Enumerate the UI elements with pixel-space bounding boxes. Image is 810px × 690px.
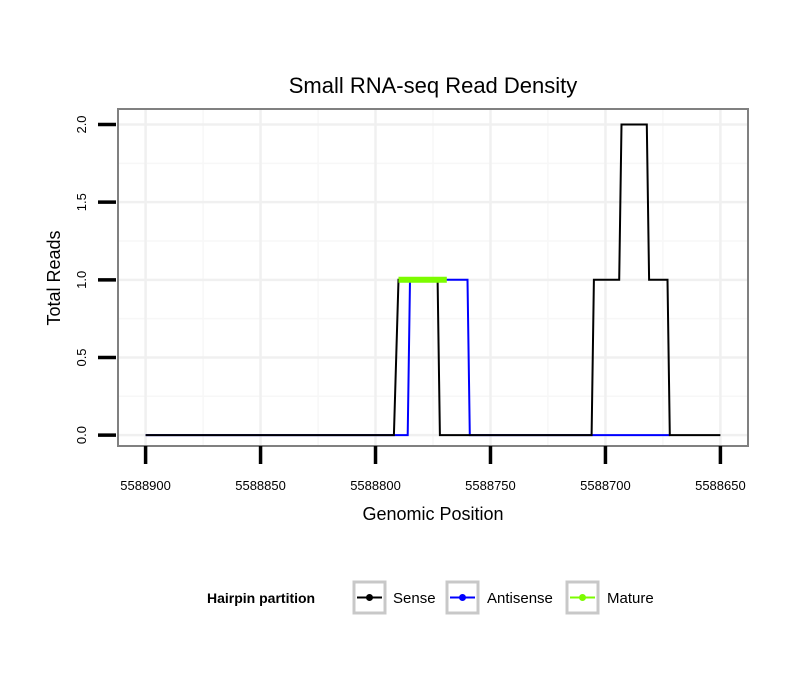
- x-tick-label: 5588800: [350, 478, 401, 493]
- y-tick-label: 1.5: [74, 193, 89, 211]
- legend: Hairpin partition Sense Antisense Mature: [207, 580, 654, 615]
- x-tick-label: 5588700: [580, 478, 631, 493]
- x-axis-ticks: 5588900 5588850 5588800 5588750 5588700 55886…: [120, 446, 746, 493]
- legend-label: Sense: [393, 590, 436, 607]
- legend-item-mature: Mature: [565, 580, 654, 615]
- chart-title: Small RNA-seq Read Density: [289, 73, 578, 98]
- legend-key-point: [459, 594, 466, 601]
- y-axis-ticks: 0.0 0.5 1.0 1.5 2.0: [74, 115, 116, 444]
- y-tick-label: 1.0: [74, 271, 89, 289]
- x-tick-label: 5588750: [465, 478, 516, 493]
- y-tick-label: 2.0: [74, 115, 89, 133]
- y-tick-label: 0.5: [74, 348, 89, 366]
- legend-items: Sense Antisense Mature: [352, 580, 654, 615]
- legend-title: Hairpin partition: [207, 590, 315, 606]
- legend-label: Mature: [607, 590, 654, 607]
- y-tick-label: 0.0: [74, 426, 89, 444]
- legend-item-sense: Sense: [352, 580, 436, 615]
- legend-label: Antisense: [487, 590, 553, 607]
- legend-key-point: [579, 594, 586, 601]
- x-tick-label: 5588650: [695, 478, 746, 493]
- plot-border: [117, 108, 749, 447]
- x-tick-label: 5588850: [235, 478, 286, 493]
- x-axis-label: Genomic Position: [362, 504, 503, 524]
- legend-key-point: [366, 594, 373, 601]
- legend-item-antisense: Antisense: [445, 580, 553, 615]
- y-axis-label: Total Reads: [44, 230, 64, 325]
- series-layer: [145, 123, 721, 437]
- x-tick-label: 5588900: [120, 478, 171, 493]
